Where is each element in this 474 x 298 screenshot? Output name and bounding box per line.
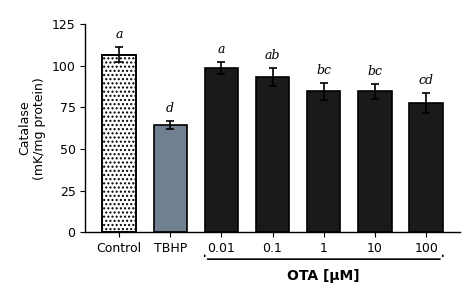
Text: a: a [115, 28, 123, 41]
Bar [205, 68, 238, 232]
Text: d: d [166, 102, 174, 115]
Text: cd: cd [419, 74, 434, 87]
Text: ab: ab [265, 49, 280, 62]
Y-axis label: Catalase
(mK/mg protein): Catalase (mK/mg protein) [18, 77, 46, 179]
Text: a: a [218, 44, 225, 56]
Text: bc: bc [316, 64, 331, 77]
Bar [102, 55, 136, 232]
Bar [256, 77, 289, 232]
Text: bc: bc [367, 65, 383, 78]
Bar [410, 103, 443, 232]
Bar [358, 91, 392, 232]
Bar [307, 91, 340, 232]
Bar [154, 125, 187, 232]
Text: OTA [μM]: OTA [μM] [287, 269, 360, 283]
Bar [102, 55, 136, 232]
